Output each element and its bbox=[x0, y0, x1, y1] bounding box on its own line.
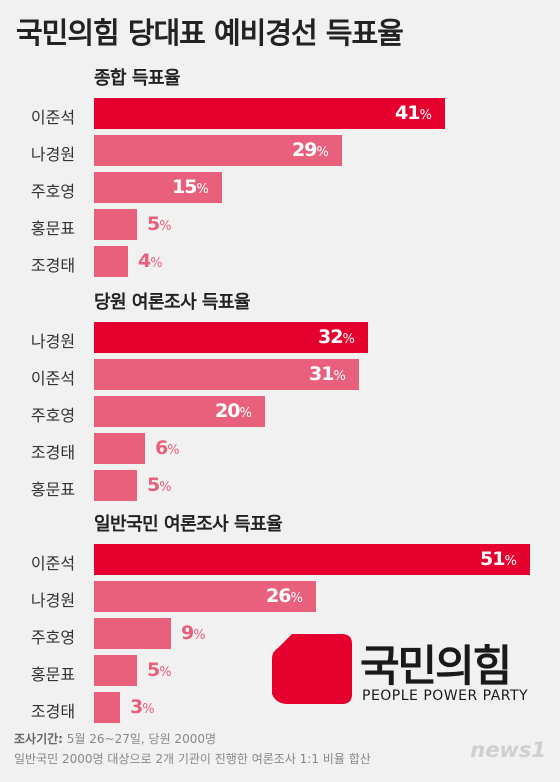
category-label: 이준석 bbox=[30, 108, 76, 127]
category-label: 주호영 bbox=[30, 628, 76, 647]
footnote-label: 조사기간: bbox=[14, 732, 63, 746]
category-label: 주호영 bbox=[30, 406, 76, 425]
value-label: 51% bbox=[480, 548, 517, 570]
section-title-3: 일반국민 여론조사 득표율 bbox=[94, 514, 283, 535]
value-label: 41% bbox=[395, 102, 432, 124]
bar bbox=[94, 135, 342, 166]
party-logo: 국민의힘 PEOPLE POWER PARTY bbox=[270, 632, 540, 712]
value-label: 29% bbox=[292, 139, 329, 161]
category-label: 나경원 bbox=[30, 332, 76, 351]
bar bbox=[94, 692, 120, 723]
footnote-period-text: 5월 26~27일, 당원 2000명 bbox=[62, 732, 217, 746]
ppp-logo-icon bbox=[272, 634, 352, 704]
bar bbox=[94, 209, 137, 240]
value-label: 26% bbox=[266, 585, 303, 607]
bar bbox=[94, 433, 145, 464]
category-label: 홍문표 bbox=[30, 219, 76, 238]
page-title: 국민의힘 당대표 예비경선 득표율 bbox=[16, 16, 404, 50]
footnote-method: 일반국민 2000명 대상으로 2개 기관이 진행한 여론조사 1:1 비율 합… bbox=[14, 752, 371, 766]
logo-subtitle: PEOPLE POWER PARTY bbox=[362, 688, 529, 704]
value-label: 5% bbox=[147, 659, 172, 681]
value-label: 3% bbox=[130, 696, 155, 718]
bar bbox=[94, 98, 445, 129]
value-label: 5% bbox=[147, 213, 172, 235]
bar bbox=[94, 246, 128, 277]
section-title-2: 당원 여론조사 득표율 bbox=[94, 292, 251, 313]
bar bbox=[94, 581, 316, 612]
category-label: 조경태 bbox=[30, 443, 76, 462]
category-label: 나경원 bbox=[30, 145, 76, 164]
bar bbox=[94, 322, 368, 353]
value-label: 9% bbox=[181, 622, 206, 644]
source-logo: news1 bbox=[470, 738, 546, 762]
bar bbox=[94, 359, 359, 390]
category-label: 홍문표 bbox=[30, 665, 76, 684]
category-label: 이준석 bbox=[30, 554, 76, 573]
category-label: 나경원 bbox=[30, 591, 76, 610]
value-label: 4% bbox=[138, 250, 163, 272]
bar bbox=[94, 618, 171, 649]
category-label: 이준석 bbox=[30, 369, 76, 388]
category-label: 조경태 bbox=[30, 256, 76, 275]
category-label: 홍문표 bbox=[30, 480, 76, 499]
value-label: 15% bbox=[172, 176, 209, 198]
bar bbox=[94, 172, 222, 203]
value-label: 20% bbox=[215, 400, 252, 422]
bar bbox=[94, 396, 265, 427]
category-label: 조경태 bbox=[30, 702, 76, 721]
section-title-1: 종합 득표율 bbox=[94, 68, 181, 89]
value-label: 6% bbox=[155, 437, 180, 459]
value-label: 32% bbox=[318, 326, 355, 348]
category-label: 주호영 bbox=[30, 182, 76, 201]
logo-name: 국민의힘 bbox=[360, 642, 512, 692]
footnote-period: 조사기간: 5월 26~27일, 당원 2000명 bbox=[14, 730, 216, 747]
value-label: 5% bbox=[147, 474, 172, 496]
bar bbox=[94, 655, 137, 686]
value-label: 31% bbox=[309, 363, 346, 385]
bar bbox=[94, 470, 137, 501]
bar bbox=[94, 544, 530, 575]
